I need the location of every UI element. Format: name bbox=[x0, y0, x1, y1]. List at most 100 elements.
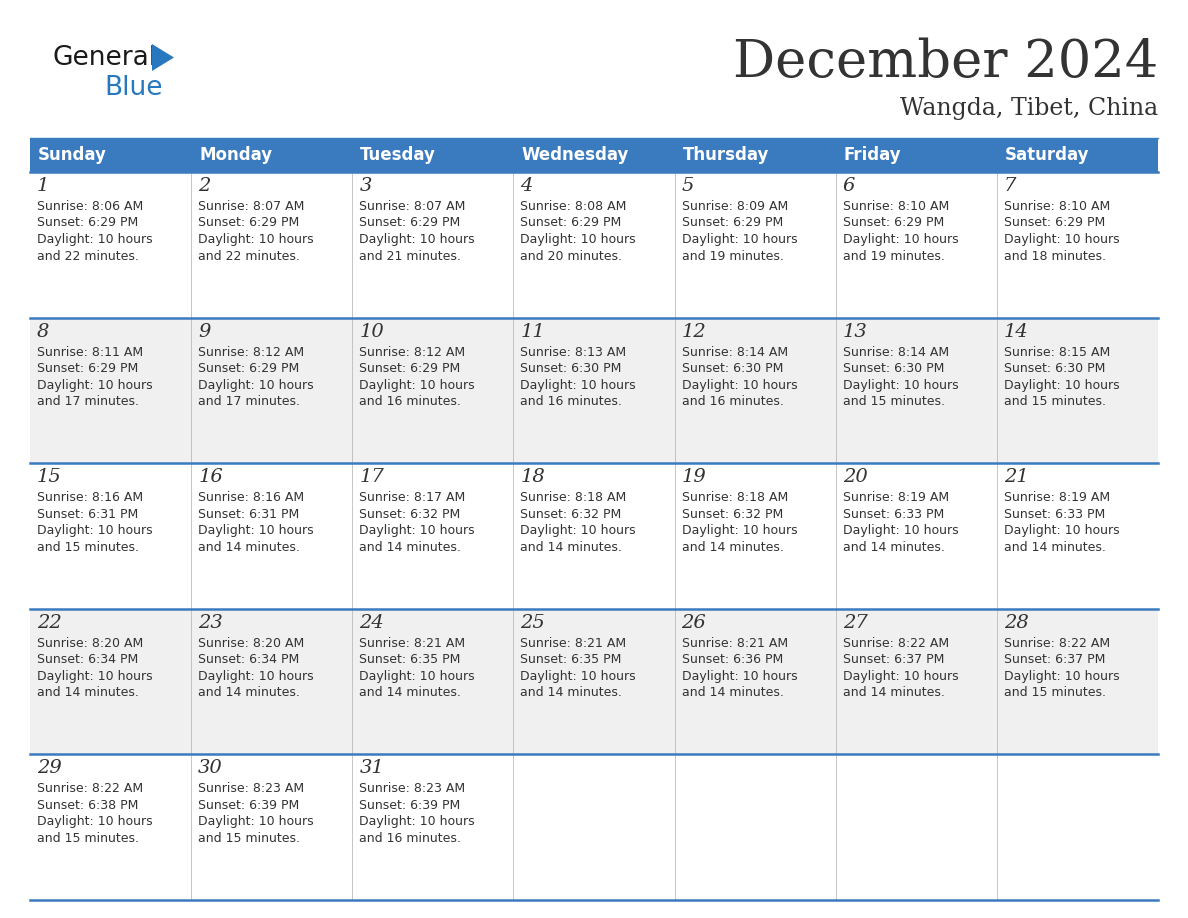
Text: Sunrise: 8:10 AM: Sunrise: 8:10 AM bbox=[842, 200, 949, 213]
Text: Sunrise: 8:22 AM: Sunrise: 8:22 AM bbox=[37, 782, 143, 795]
Text: and 17 minutes.: and 17 minutes. bbox=[37, 395, 139, 409]
Text: Sunrise: 8:23 AM: Sunrise: 8:23 AM bbox=[359, 782, 466, 795]
Text: 24: 24 bbox=[359, 614, 384, 632]
Text: Sunrise: 8:12 AM: Sunrise: 8:12 AM bbox=[198, 345, 304, 359]
Text: Sunrise: 8:19 AM: Sunrise: 8:19 AM bbox=[842, 491, 949, 504]
Text: 3: 3 bbox=[359, 177, 372, 195]
Text: and 14 minutes.: and 14 minutes. bbox=[37, 687, 139, 700]
Text: Sunset: 6:39 PM: Sunset: 6:39 PM bbox=[198, 799, 299, 812]
Text: 17: 17 bbox=[359, 468, 384, 487]
Text: Sunrise: 8:23 AM: Sunrise: 8:23 AM bbox=[198, 782, 304, 795]
Text: Daylight: 10 hours: Daylight: 10 hours bbox=[198, 233, 314, 246]
Text: Sunrise: 8:06 AM: Sunrise: 8:06 AM bbox=[37, 200, 144, 213]
Text: Daylight: 10 hours: Daylight: 10 hours bbox=[198, 670, 314, 683]
Text: Sunrise: 8:11 AM: Sunrise: 8:11 AM bbox=[37, 345, 143, 359]
Text: Sunrise: 8:14 AM: Sunrise: 8:14 AM bbox=[682, 345, 788, 359]
Text: and 14 minutes.: and 14 minutes. bbox=[520, 687, 623, 700]
Text: Daylight: 10 hours: Daylight: 10 hours bbox=[198, 524, 314, 537]
Text: and 16 minutes.: and 16 minutes. bbox=[359, 395, 461, 409]
Text: Sunrise: 8:12 AM: Sunrise: 8:12 AM bbox=[359, 345, 466, 359]
Text: Daylight: 10 hours: Daylight: 10 hours bbox=[359, 670, 475, 683]
Text: 29: 29 bbox=[37, 759, 62, 778]
Bar bbox=[30, 755, 1158, 900]
Bar bbox=[30, 609, 1158, 755]
Text: Sunset: 6:32 PM: Sunset: 6:32 PM bbox=[682, 508, 783, 521]
Text: Sunrise: 8:22 AM: Sunrise: 8:22 AM bbox=[842, 637, 949, 650]
Text: Daylight: 10 hours: Daylight: 10 hours bbox=[520, 233, 636, 246]
Text: and 18 minutes.: and 18 minutes. bbox=[1004, 250, 1106, 263]
Text: Sunset: 6:37 PM: Sunset: 6:37 PM bbox=[1004, 654, 1105, 666]
Text: and 19 minutes.: and 19 minutes. bbox=[682, 250, 783, 263]
Text: and 15 minutes.: and 15 minutes. bbox=[1004, 395, 1106, 409]
Text: 10: 10 bbox=[359, 322, 384, 341]
Text: and 14 minutes.: and 14 minutes. bbox=[198, 541, 301, 554]
Text: Sunset: 6:34 PM: Sunset: 6:34 PM bbox=[37, 654, 138, 666]
Text: Sunset: 6:30 PM: Sunset: 6:30 PM bbox=[1004, 362, 1105, 375]
Text: Daylight: 10 hours: Daylight: 10 hours bbox=[359, 524, 475, 537]
Text: Sunset: 6:30 PM: Sunset: 6:30 PM bbox=[842, 362, 944, 375]
Text: Sunset: 6:33 PM: Sunset: 6:33 PM bbox=[1004, 508, 1105, 521]
Text: 26: 26 bbox=[682, 614, 707, 632]
Text: Sunset: 6:31 PM: Sunset: 6:31 PM bbox=[37, 508, 138, 521]
Bar bbox=[30, 172, 1158, 318]
Text: 14: 14 bbox=[1004, 322, 1029, 341]
Text: and 22 minutes.: and 22 minutes. bbox=[37, 250, 139, 263]
Text: 20: 20 bbox=[842, 468, 867, 487]
Text: 30: 30 bbox=[198, 759, 223, 778]
Text: Daylight: 10 hours: Daylight: 10 hours bbox=[520, 670, 636, 683]
Text: and 15 minutes.: and 15 minutes. bbox=[37, 541, 139, 554]
Text: Sunset: 6:33 PM: Sunset: 6:33 PM bbox=[842, 508, 944, 521]
Text: 12: 12 bbox=[682, 322, 707, 341]
Text: Sunset: 6:37 PM: Sunset: 6:37 PM bbox=[842, 654, 944, 666]
Text: Sunrise: 8:09 AM: Sunrise: 8:09 AM bbox=[682, 200, 788, 213]
Text: 4: 4 bbox=[520, 177, 532, 195]
Text: Sunrise: 8:16 AM: Sunrise: 8:16 AM bbox=[37, 491, 143, 504]
Text: Sunrise: 8:14 AM: Sunrise: 8:14 AM bbox=[842, 345, 949, 359]
Text: Sunset: 6:35 PM: Sunset: 6:35 PM bbox=[520, 654, 621, 666]
Text: Sunset: 6:38 PM: Sunset: 6:38 PM bbox=[37, 799, 138, 812]
Text: Tuesday: Tuesday bbox=[360, 146, 436, 164]
Text: and 16 minutes.: and 16 minutes. bbox=[520, 395, 623, 409]
Text: Wednesday: Wednesday bbox=[522, 146, 628, 164]
Text: Blue: Blue bbox=[105, 75, 163, 101]
Text: Wangda, Tibet, China: Wangda, Tibet, China bbox=[899, 96, 1158, 119]
Text: and 15 minutes.: and 15 minutes. bbox=[842, 395, 944, 409]
Text: Sunrise: 8:18 AM: Sunrise: 8:18 AM bbox=[520, 491, 627, 504]
Text: Daylight: 10 hours: Daylight: 10 hours bbox=[359, 378, 475, 392]
Text: 15: 15 bbox=[37, 468, 62, 487]
Text: Daylight: 10 hours: Daylight: 10 hours bbox=[1004, 670, 1119, 683]
Text: Sunset: 6:31 PM: Sunset: 6:31 PM bbox=[198, 508, 299, 521]
Bar bbox=[997, 138, 1158, 172]
Text: Daylight: 10 hours: Daylight: 10 hours bbox=[198, 815, 314, 828]
Text: Daylight: 10 hours: Daylight: 10 hours bbox=[37, 233, 152, 246]
Text: 2: 2 bbox=[198, 177, 210, 195]
Text: Daylight: 10 hours: Daylight: 10 hours bbox=[842, 670, 959, 683]
Text: Sunset: 6:29 PM: Sunset: 6:29 PM bbox=[359, 362, 461, 375]
Text: Sunrise: 8:07 AM: Sunrise: 8:07 AM bbox=[359, 200, 466, 213]
Text: and 14 minutes.: and 14 minutes. bbox=[520, 541, 623, 554]
Text: Friday: Friday bbox=[843, 146, 902, 164]
Text: Daylight: 10 hours: Daylight: 10 hours bbox=[359, 815, 475, 828]
Polygon shape bbox=[152, 44, 173, 71]
Text: Daylight: 10 hours: Daylight: 10 hours bbox=[198, 378, 314, 392]
Text: Daylight: 10 hours: Daylight: 10 hours bbox=[842, 378, 959, 392]
Text: 31: 31 bbox=[359, 759, 384, 778]
Text: Sunset: 6:32 PM: Sunset: 6:32 PM bbox=[359, 508, 461, 521]
Bar bbox=[835, 138, 997, 172]
Text: Daylight: 10 hours: Daylight: 10 hours bbox=[520, 378, 636, 392]
Text: Daylight: 10 hours: Daylight: 10 hours bbox=[37, 670, 152, 683]
Text: 25: 25 bbox=[520, 614, 545, 632]
Text: 19: 19 bbox=[682, 468, 707, 487]
Text: Sunset: 6:32 PM: Sunset: 6:32 PM bbox=[520, 508, 621, 521]
Text: and 14 minutes.: and 14 minutes. bbox=[359, 687, 461, 700]
Bar bbox=[513, 138, 675, 172]
Text: Daylight: 10 hours: Daylight: 10 hours bbox=[682, 524, 797, 537]
Text: 13: 13 bbox=[842, 322, 867, 341]
Text: Daylight: 10 hours: Daylight: 10 hours bbox=[37, 524, 152, 537]
Text: Sunrise: 8:07 AM: Sunrise: 8:07 AM bbox=[198, 200, 304, 213]
Text: Sunset: 6:30 PM: Sunset: 6:30 PM bbox=[520, 362, 621, 375]
Text: Sunrise: 8:21 AM: Sunrise: 8:21 AM bbox=[359, 637, 466, 650]
Text: and 17 minutes.: and 17 minutes. bbox=[198, 395, 301, 409]
Text: Thursday: Thursday bbox=[683, 146, 769, 164]
Text: Sunday: Sunday bbox=[38, 146, 107, 164]
